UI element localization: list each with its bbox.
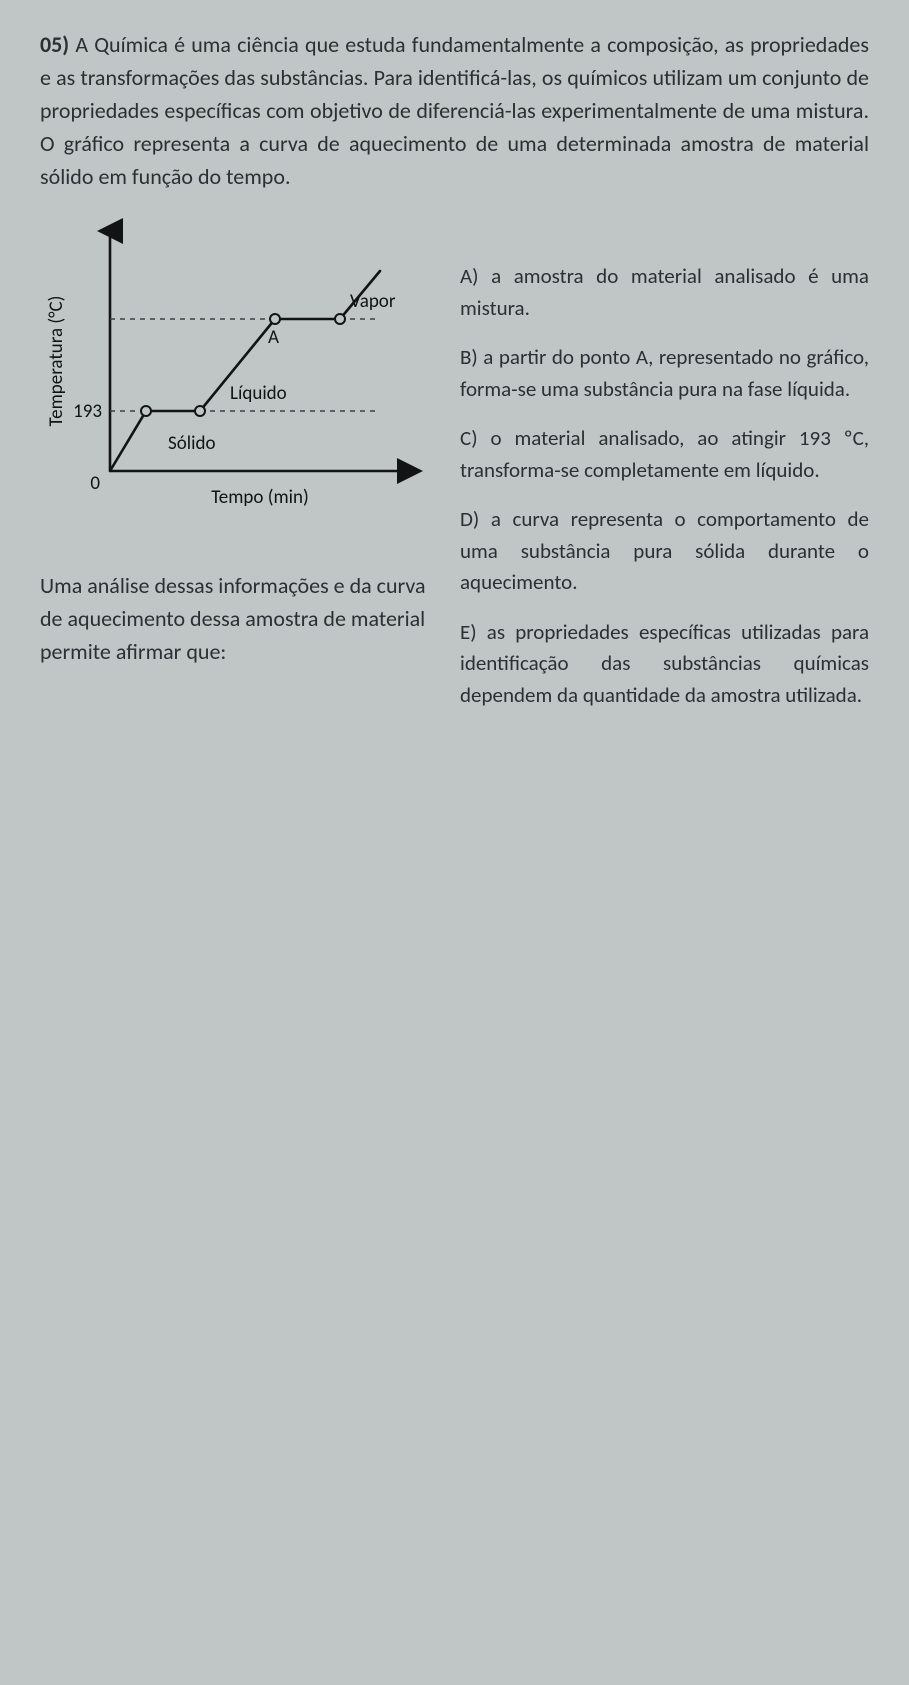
content-row: Temperatura (°C)193 0 Sólido Líquido A Vapor T… (40, 211, 869, 729)
option-a: A) a amostra do material analisado é uma… (460, 261, 869, 324)
options-column: A) a amostra do material analisado é uma… (460, 211, 869, 729)
svg-text:0: 0 (90, 472, 100, 495)
svg-text:Tempo (min): Tempo (min) (211, 486, 309, 509)
option-d: D) a curva representa o comportamento de… (460, 504, 869, 599)
question-stem: 05) A Química é uma ciência que estuda f… (40, 28, 869, 193)
svg-text:193: 193 (73, 400, 102, 423)
question-number: 05) (40, 31, 69, 58)
chart-svg: Temperatura (°C)193 0 Sólido Líquido A Vapor T… (40, 211, 430, 561)
question-body: A Química é uma ciência que estuda funda… (40, 31, 869, 190)
option-e: E) as propriedades específicas utilizada… (460, 617, 869, 712)
svg-text:Temperatura (°C): Temperatura (°C) (45, 296, 68, 427)
svg-text:Sólido: Sólido (168, 432, 215, 455)
svg-text:Vapor: Vapor (350, 290, 396, 313)
svg-text:A: A (268, 326, 279, 349)
option-c: C) o material analisado, ao atingir 193 … (460, 423, 869, 486)
option-b: B) a partir do ponto A, representado no … (460, 342, 869, 405)
analysis-prompt: Uma análise dessas informações e da curv… (40, 569, 430, 668)
svg-text:Líquido: Líquido (230, 382, 287, 405)
heating-curve-chart: Temperatura (°C)193 0 Sólido Líquido A Vapor T… (40, 211, 430, 561)
chart-column: Temperatura (°C)193 0 Sólido Líquido A Vapor T… (40, 211, 430, 668)
